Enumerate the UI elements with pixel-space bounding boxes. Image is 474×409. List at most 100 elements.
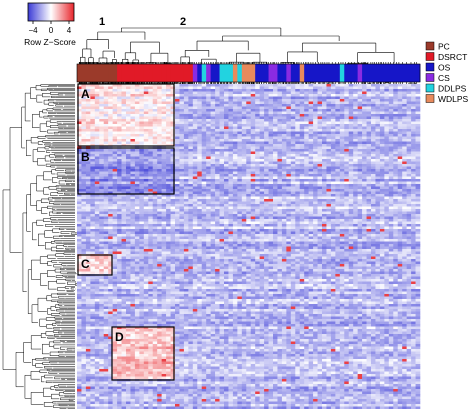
heatmap-cell <box>85 104 91 107</box>
heatmap-cell <box>330 91 336 95</box>
heatmap-cell <box>366 149 372 152</box>
heatmap-cell <box>322 164 327 167</box>
heatmap-cell <box>277 181 283 185</box>
heatmap-cell <box>384 101 390 105</box>
heatmap-cell <box>157 104 162 107</box>
heatmap-cell <box>77 89 82 92</box>
heatmap-cell <box>268 151 274 155</box>
heatmap-cell <box>322 169 327 172</box>
heatmap-cell <box>357 114 363 117</box>
heatmap-cell <box>206 171 211 175</box>
heatmap-cell <box>246 124 252 127</box>
heatmap-cell <box>85 166 91 170</box>
heatmap-cell <box>308 119 314 122</box>
annotation-cell-pc <box>85 64 91 82</box>
heatmap-cell <box>308 164 314 167</box>
heatmap-cell <box>175 164 180 167</box>
heatmap-cell <box>117 89 122 92</box>
heatmap-cell <box>281 134 287 137</box>
heatmap-cell <box>166 156 171 160</box>
heatmap-cell <box>362 166 367 170</box>
heatmap-cell <box>281 141 287 145</box>
heatmap-cell <box>99 174 105 177</box>
heatmap-cell <box>143 114 149 117</box>
heatmap-cell <box>99 104 105 107</box>
heatmap-cell <box>344 119 350 122</box>
heatmap-cell <box>246 159 252 162</box>
heatmap-cell <box>353 161 358 165</box>
heatmap-cell <box>170 91 176 95</box>
heatmap-cell <box>304 129 309 132</box>
heatmap-cell <box>161 144 167 147</box>
heatmap-cell <box>348 149 354 152</box>
heatmap-cell <box>406 89 412 92</box>
heatmap-cell <box>157 101 162 105</box>
heatmap-cell <box>304 106 309 110</box>
heatmap-cell <box>241 106 247 110</box>
heatmap-cell <box>90 156 96 160</box>
heatmap-cell <box>286 156 292 160</box>
heatmap-cell <box>313 94 318 97</box>
heatmap-cell <box>139 156 145 160</box>
heatmap-cell <box>317 144 323 147</box>
heatmap-cell <box>362 174 367 177</box>
heatmap-cell <box>228 161 234 165</box>
heatmap-cell <box>99 179 105 182</box>
heatmap-cell <box>237 111 243 115</box>
heatmap-cell <box>108 181 113 185</box>
heatmap-cell <box>121 121 127 125</box>
heatmap-cell <box>362 179 367 182</box>
color-key-bar <box>27 2 75 22</box>
heatmap-cell <box>215 106 220 110</box>
heatmap-cell <box>188 144 194 147</box>
heatmap-cell <box>117 136 122 140</box>
heatmap-cell <box>206 151 211 155</box>
heatmap-cell <box>183 84 189 87</box>
heatmap-cell <box>206 129 211 132</box>
heatmap-cell <box>339 131 345 135</box>
heatmap-cell <box>148 116 154 120</box>
heatmap-cell <box>175 106 180 110</box>
heatmap-cell <box>259 119 265 122</box>
heatmap-cell <box>130 164 136 167</box>
heatmap-cell <box>152 104 158 107</box>
heatmap-cell <box>259 99 265 102</box>
heatmap-cell <box>161 124 167 127</box>
heatmap-cell <box>139 136 145 140</box>
heatmap-cell <box>375 156 381 160</box>
heatmap-cell <box>170 129 176 132</box>
heatmap-cell <box>322 114 327 117</box>
heatmap-cell <box>108 159 113 162</box>
heatmap-cell <box>290 104 296 107</box>
annotation-cell-os <box>344 64 350 82</box>
heatmap-cell <box>139 154 145 157</box>
heatmap-cell <box>232 126 238 130</box>
heatmap-cell <box>152 161 158 165</box>
heatmap-cell <box>379 126 385 130</box>
heatmap-cell <box>277 154 283 157</box>
heatmap-cell <box>335 84 341 87</box>
heatmap-cell <box>215 121 220 125</box>
heatmap-cell <box>161 169 167 172</box>
heatmap-cell <box>313 109 318 112</box>
heatmap-cell <box>152 151 158 155</box>
heatmap-cell <box>126 114 131 117</box>
heatmap-cell <box>183 106 189 110</box>
heatmap-cell <box>362 94 367 97</box>
heatmap-cell <box>161 84 167 87</box>
heatmap-cell <box>241 91 247 95</box>
heatmap-cell <box>206 181 211 185</box>
heatmap-cell <box>77 164 82 167</box>
heatmap-cell <box>241 129 247 132</box>
heatmap-cell <box>317 84 323 87</box>
heatmap-cell <box>112 86 118 90</box>
heatmap-cell <box>366 94 372 97</box>
heatmap-cell <box>237 124 243 127</box>
heatmap-cell <box>273 174 278 177</box>
heatmap-cell <box>228 156 234 160</box>
annotation-cell-os <box>335 64 341 82</box>
heatmap-cell <box>290 106 296 110</box>
heatmap-cell <box>232 111 238 115</box>
heatmap-cell <box>379 101 385 105</box>
heatmap-cell <box>317 94 323 97</box>
